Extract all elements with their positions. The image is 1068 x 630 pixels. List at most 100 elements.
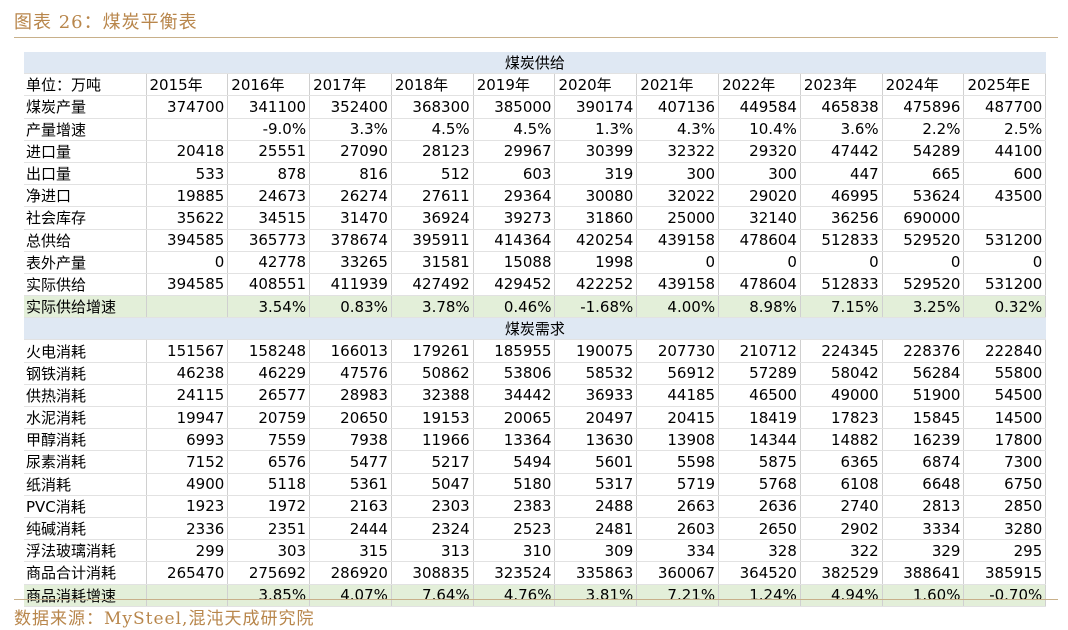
table-cell: 55800 xyxy=(963,362,1047,385)
table-cell: 7.15% xyxy=(800,295,883,319)
table-row: 供热消耗 24115 26577 28983 32388 34442 36933 44185 4… xyxy=(24,384,1047,408)
year-header: 2020年 xyxy=(554,73,638,97)
table-cell: 13364 xyxy=(473,428,556,452)
table-cell: 0 xyxy=(146,251,229,274)
table-cell: 322 xyxy=(800,539,883,563)
table-cell: 190075 xyxy=(554,339,638,363)
table-cell: 27611 xyxy=(391,184,474,208)
table-row: 尿素消耗 7152 6576 5477 5217 5494 5601 5598 5875 6365… xyxy=(24,450,1047,474)
table-cell: 512 xyxy=(391,162,474,186)
table-cell: 3.81% xyxy=(554,584,638,607)
table-cell: 2351 xyxy=(227,517,311,541)
table-cell: 54500 xyxy=(963,384,1047,408)
row-label: 进口量 xyxy=(24,140,147,163)
table-cell: 51900 xyxy=(882,384,965,408)
table-cell: 5875 xyxy=(718,450,801,474)
table-cell: 3.78% xyxy=(391,295,474,319)
row-label: 水泥消耗 xyxy=(24,406,147,430)
table-cell: 465838 xyxy=(800,95,883,119)
table-cell: 25000 xyxy=(636,206,720,230)
table-cell: 39273 xyxy=(473,206,556,230)
table-cell: 31470 xyxy=(309,206,392,230)
table-cell: 19885 xyxy=(146,184,229,208)
table-cell: 364520 xyxy=(718,561,801,585)
table-cell: 28983 xyxy=(309,384,392,408)
table-cell: 0 xyxy=(800,251,883,274)
table-cell: 29967 xyxy=(473,140,556,163)
table-cell: 329 xyxy=(882,539,965,563)
table-cell: 20759 xyxy=(227,406,311,430)
table-cell: 16239 xyxy=(882,428,965,452)
year-header: 2019年 xyxy=(473,73,556,97)
table-cell xyxy=(963,206,1047,230)
table-cell: 3.3% xyxy=(309,118,392,141)
table-cell: 5598 xyxy=(636,450,720,474)
table-cell: 210712 xyxy=(718,339,801,363)
table-cell: 47442 xyxy=(800,140,883,163)
table-cell: 151567 xyxy=(146,339,229,363)
table-cell: 14882 xyxy=(800,428,883,452)
table-cell: 315 xyxy=(309,539,392,563)
table-cell: 2813 xyxy=(882,495,965,518)
table-cell: 13630 xyxy=(554,428,638,452)
table-cell: 7938 xyxy=(309,428,392,452)
table-cell: 46229 xyxy=(227,362,311,385)
table-row: 煤炭产量 374700 341100 352400 368300 385000 390174… xyxy=(24,95,1047,119)
table-cell: 487700 xyxy=(963,95,1047,119)
year-header: 2018年 xyxy=(391,73,474,97)
table-row: 钢铁消耗 46238 46229 47576 50862 53806 58532 56912 5… xyxy=(24,362,1047,385)
table-cell: 19153 xyxy=(391,406,474,430)
table-cell: -0.70% xyxy=(963,584,1047,607)
table-cell: 299 xyxy=(146,539,229,563)
table-cell: 4.07% xyxy=(309,584,392,607)
table-cell: 4900 xyxy=(146,473,229,496)
table-cell: 439158 xyxy=(636,273,720,297)
table-cell: 323524 xyxy=(473,561,556,585)
table-cell: 5768 xyxy=(718,473,801,496)
table-cell: 3280 xyxy=(963,517,1047,541)
table-cell: 2740 xyxy=(800,495,883,518)
table-cell: 408551 xyxy=(227,273,311,297)
table-cell: 5180 xyxy=(473,473,556,496)
table-cell: 228376 xyxy=(882,339,965,363)
table-cell: 378674 xyxy=(309,229,392,252)
table-cell: 50862 xyxy=(391,362,474,385)
table-cell: 7152 xyxy=(146,450,229,474)
table-cell: 2488 xyxy=(554,495,638,518)
table-cell: 2324 xyxy=(391,517,474,541)
table-cell: 3.54% xyxy=(227,295,311,319)
table-cell: 4.5% xyxy=(473,118,556,141)
table-cell: 0 xyxy=(718,251,801,274)
table-cell: 2303 xyxy=(391,495,474,518)
row-label: 表外产量 xyxy=(24,251,147,274)
table-cell: 7300 xyxy=(963,450,1047,474)
row-label: 纯碱消耗 xyxy=(24,517,147,541)
table-cell: 10.4% xyxy=(718,118,801,141)
table-cell: 53806 xyxy=(473,362,556,385)
coal-balance-table: 煤炭供给 单位：万吨 2015年 2016年 2017年 2018年 2019年 2020年 2… xyxy=(24,52,1047,607)
table-cell: 2650 xyxy=(718,517,801,541)
table-cell: 7.64% xyxy=(391,584,474,607)
table-cell: 6576 xyxy=(227,450,311,474)
year-header-row: 单位：万吨 2015年 2016年 2017年 2018年 2019年 2020年 2021年… xyxy=(24,73,1047,97)
table-cell: 35622 xyxy=(146,206,229,230)
table-cell: 57289 xyxy=(718,362,801,385)
table-cell: 34515 xyxy=(227,206,311,230)
table-cell: 265470 xyxy=(146,561,229,585)
year-header: 2024年 xyxy=(882,73,965,97)
table-cell: 5601 xyxy=(554,450,638,474)
table-cell: 49000 xyxy=(800,384,883,408)
table-cell: 179261 xyxy=(391,339,474,363)
table-cell: -9.0% xyxy=(227,118,311,141)
table-row: 进口量 20418 25551 27090 28123 29967 30399 32322 29… xyxy=(24,140,1047,163)
table-cell: 42778 xyxy=(227,251,311,274)
table-cell: 14500 xyxy=(963,406,1047,430)
table-cell: 2663 xyxy=(636,495,720,518)
table-cell: 0 xyxy=(963,251,1047,274)
table-cell: 5494 xyxy=(473,450,556,474)
table-cell: 2.5% xyxy=(963,118,1047,141)
table-cell: 207730 xyxy=(636,339,720,363)
table-cell: 29320 xyxy=(718,140,801,163)
table-cell: 33265 xyxy=(309,251,392,274)
table-cell: 439158 xyxy=(636,229,720,252)
